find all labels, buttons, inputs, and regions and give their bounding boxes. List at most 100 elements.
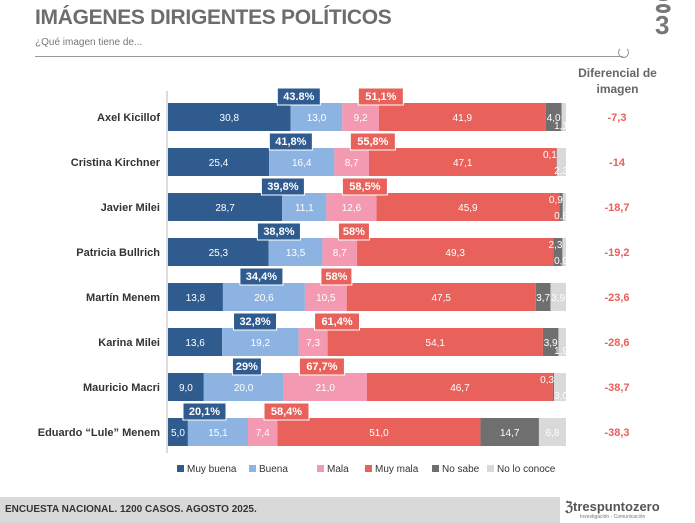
category-label: Javier Milei — [101, 202, 160, 214]
positive-total-box — [182, 402, 227, 421]
bar-segment-no-lo-conoce — [556, 148, 566, 176]
category-label: Martín Menem — [86, 292, 160, 304]
data-label: 20,0 — [234, 383, 254, 394]
data-label: 54,1 — [426, 338, 446, 349]
bar-segment-muy-buena — [168, 328, 223, 356]
data-label: 28,7 — [215, 203, 235, 214]
negative-total-label: 67,7% — [306, 361, 337, 373]
data-label: 49,3 — [445, 248, 465, 259]
legend-label: Mala — [327, 464, 349, 475]
positive-total-box — [268, 132, 313, 151]
negative-total-label: 55,8% — [357, 136, 388, 148]
data-label: 11,1 — [295, 203, 314, 214]
bar-segment-muy-buena — [168, 148, 270, 176]
legend-label: Muy buena — [187, 464, 237, 475]
legend-swatch — [317, 465, 324, 472]
data-label: 25,4 — [209, 158, 229, 169]
category-label: Axel Kicillof — [97, 112, 160, 124]
positive-total-box — [233, 312, 278, 331]
negative-total-label: 61,4% — [321, 316, 352, 328]
data-label: 13,0 — [307, 113, 327, 124]
bar-segment-muy-buena — [168, 103, 291, 131]
data-label: 7,3 — [306, 338, 320, 349]
brand-tagline: Investigación - Comunicación — [580, 514, 646, 520]
bar-segment-muy-mala — [357, 238, 554, 266]
legend-swatch — [432, 465, 439, 472]
data-label: 3,9 — [551, 293, 565, 304]
bar-segment-mala — [342, 103, 379, 131]
category-label: Karina Milei — [98, 337, 160, 349]
positive-total-box — [260, 177, 305, 196]
category-label: Cristina Kirchner — [71, 157, 161, 169]
legend-swatch — [365, 465, 372, 472]
data-label: 51,0 — [369, 428, 389, 439]
data-label: 30,8 — [220, 113, 240, 124]
positive-total-label: 43.8% — [283, 91, 314, 103]
bar-segment-mala — [304, 283, 347, 311]
data-label: 2,3 — [554, 166, 568, 177]
data-label: 2,3 — [549, 240, 563, 251]
bar-segment-mala — [247, 418, 278, 446]
bar-segment-buena — [187, 418, 248, 446]
positive-total-label: 41,8% — [275, 136, 306, 148]
bar-segment-mala — [298, 328, 328, 356]
data-label: 3,9 — [544, 338, 558, 349]
negative-total-label: 58% — [325, 271, 347, 283]
brand-name: trespuntozero — [573, 499, 660, 514]
negative-total-box — [298, 357, 345, 376]
legend-label: No sabe — [442, 464, 480, 475]
positive-total-box — [256, 222, 301, 241]
bar-segment-buena — [282, 193, 327, 221]
differential-value: -7,3 — [608, 112, 627, 124]
bar-segment-no-sabe — [480, 418, 539, 446]
bar-segment-mala — [334, 148, 369, 176]
header-divider — [35, 56, 623, 57]
bar-segment-buena — [203, 373, 284, 401]
legend-swatch — [487, 465, 494, 472]
differential-header: Diferencial de imagen — [578, 66, 657, 96]
footer-bar: ENCUESTA NACIONAL. 1200 CASOS. AGOSTO 20… — [0, 497, 560, 523]
negative-total-box — [320, 267, 353, 286]
bar-segment-muy-buena — [168, 193, 283, 221]
category-label: Mauricio Macri — [83, 382, 160, 394]
negative-total-label: 58,5% — [349, 181, 380, 193]
data-label: 14,7 — [500, 428, 520, 439]
bar-segment-buena — [269, 148, 335, 176]
data-label: 0,3 — [540, 375, 554, 386]
data-label: 12,6 — [342, 203, 362, 214]
data-label: 7,4 — [256, 428, 270, 439]
page-subtitle: ¿Qué imagen tiene de... — [35, 37, 143, 48]
bar-segment-no-sabe — [553, 238, 563, 266]
bar-segment-buena — [290, 103, 343, 131]
bar-segment-muy-mala — [368, 148, 557, 176]
data-label: 47,5 — [431, 293, 451, 304]
negative-total-box — [349, 132, 396, 151]
data-label: 9,2 — [354, 113, 368, 124]
data-label: 13,6 — [185, 338, 205, 349]
data-label: 0,1 — [543, 150, 557, 161]
bar-segment-muy-mala — [277, 418, 481, 446]
brand-logo: ℨtrespuntozero — [565, 499, 660, 515]
bar-segment-no-sabe — [559, 193, 563, 221]
negative-total-box — [337, 222, 370, 241]
bar-segment-no-sabe — [535, 283, 551, 311]
bar-segment-muy-buena — [168, 373, 204, 401]
bar-segment-muy-buena — [168, 238, 269, 266]
bar-segment-no-lo-conoce — [538, 418, 566, 446]
differential-value: -38,3 — [604, 427, 629, 439]
bar-segment-muy-buena — [168, 418, 188, 446]
legend-swatch — [249, 465, 256, 472]
bar-segment-muy-mala — [327, 328, 543, 356]
category-label: Eduardo “Lule” Menem — [38, 427, 160, 439]
data-label: 1,1 — [554, 121, 568, 132]
bar-segment-mala — [326, 193, 377, 221]
bar-segment-no-lo-conoce — [562, 238, 566, 266]
positive-total-label: 32,8% — [239, 316, 270, 328]
bar-segment-no-sabe — [552, 373, 555, 401]
bar-segment-mala — [322, 238, 358, 266]
negative-total-box — [263, 402, 310, 421]
bar-segment-no-sabe — [556, 148, 557, 176]
negative-total-box — [314, 312, 361, 331]
